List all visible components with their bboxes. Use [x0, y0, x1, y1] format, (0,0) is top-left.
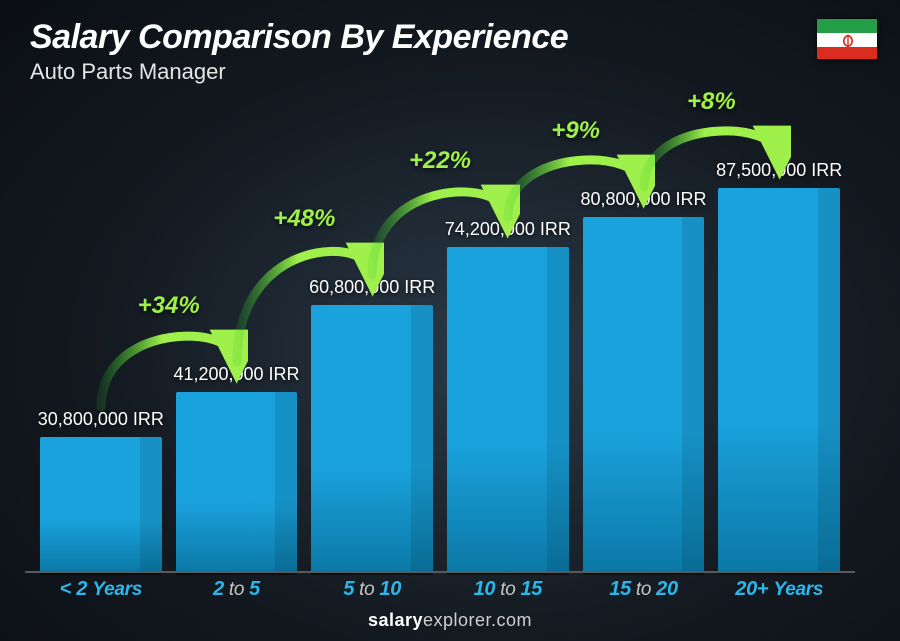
bar-value-label: 60,800,000 IRR — [275, 277, 470, 298]
chart-baseline — [25, 571, 855, 573]
page-subtitle: Auto Parts Manager — [30, 59, 568, 85]
footer-brand-bold: salary — [368, 610, 423, 630]
bar-column: 87,500,000 IRR — [718, 188, 840, 573]
footer-brand-rest: explorer.com — [423, 610, 532, 630]
bar-chart: 30,800,000 IRR41,200,000 IRR60,800,000 I… — [40, 103, 840, 573]
bar: 80,800,000 IRR — [583, 217, 705, 573]
bar-column: 74,200,000 IRR — [447, 247, 569, 573]
x-axis-category: 20+ Years — [718, 578, 840, 601]
flag-stripe-top — [817, 19, 878, 33]
flag-svg — [817, 19, 878, 60]
bar: 87,500,000 IRR — [718, 188, 840, 573]
bar-column: 80,800,000 IRR — [583, 217, 705, 573]
bar: 41,200,000 IRR — [176, 392, 298, 573]
bar-value-label: 74,200,000 IRR — [411, 219, 606, 240]
flag-stripe-bottom — [817, 47, 878, 60]
footer-brand: salaryexplorer.com — [0, 610, 900, 631]
x-axis-labels: < 2 Years 2 to 5 5 to 10 10 to 15 15 to 20 20… — [40, 578, 840, 601]
bar-value-label: 80,800,000 IRR — [546, 189, 741, 210]
x-axis-category: < 2 Years — [40, 578, 162, 601]
bar-column: 30,800,000 IRR — [40, 437, 162, 573]
bar-column: 60,800,000 IRR — [311, 305, 433, 573]
bar: 30,800,000 IRR — [40, 437, 162, 573]
title-block: Salary Comparison By Experience Auto Par… — [30, 18, 568, 85]
bar-value-label: 30,800,000 IRR — [4, 409, 199, 430]
bar: 60,800,000 IRR — [311, 305, 433, 573]
x-axis-category: 5 to 10 — [311, 578, 433, 601]
x-axis-category: 15 to 20 — [583, 578, 705, 601]
country-flag-iran — [816, 18, 878, 60]
bar-value-label: 41,200,000 IRR — [139, 364, 334, 385]
page-title: Salary Comparison By Experience — [30, 18, 568, 57]
x-axis-category: 10 to 15 — [447, 578, 569, 601]
infographic-canvas: Salary Comparison By Experience Auto Par… — [0, 0, 900, 641]
x-axis-category: 2 to 5 — [176, 578, 298, 601]
bar: 74,200,000 IRR — [447, 247, 569, 573]
bar-value-label: 87,500,000 IRR — [682, 160, 877, 181]
bar-column: 41,200,000 IRR — [176, 392, 298, 573]
